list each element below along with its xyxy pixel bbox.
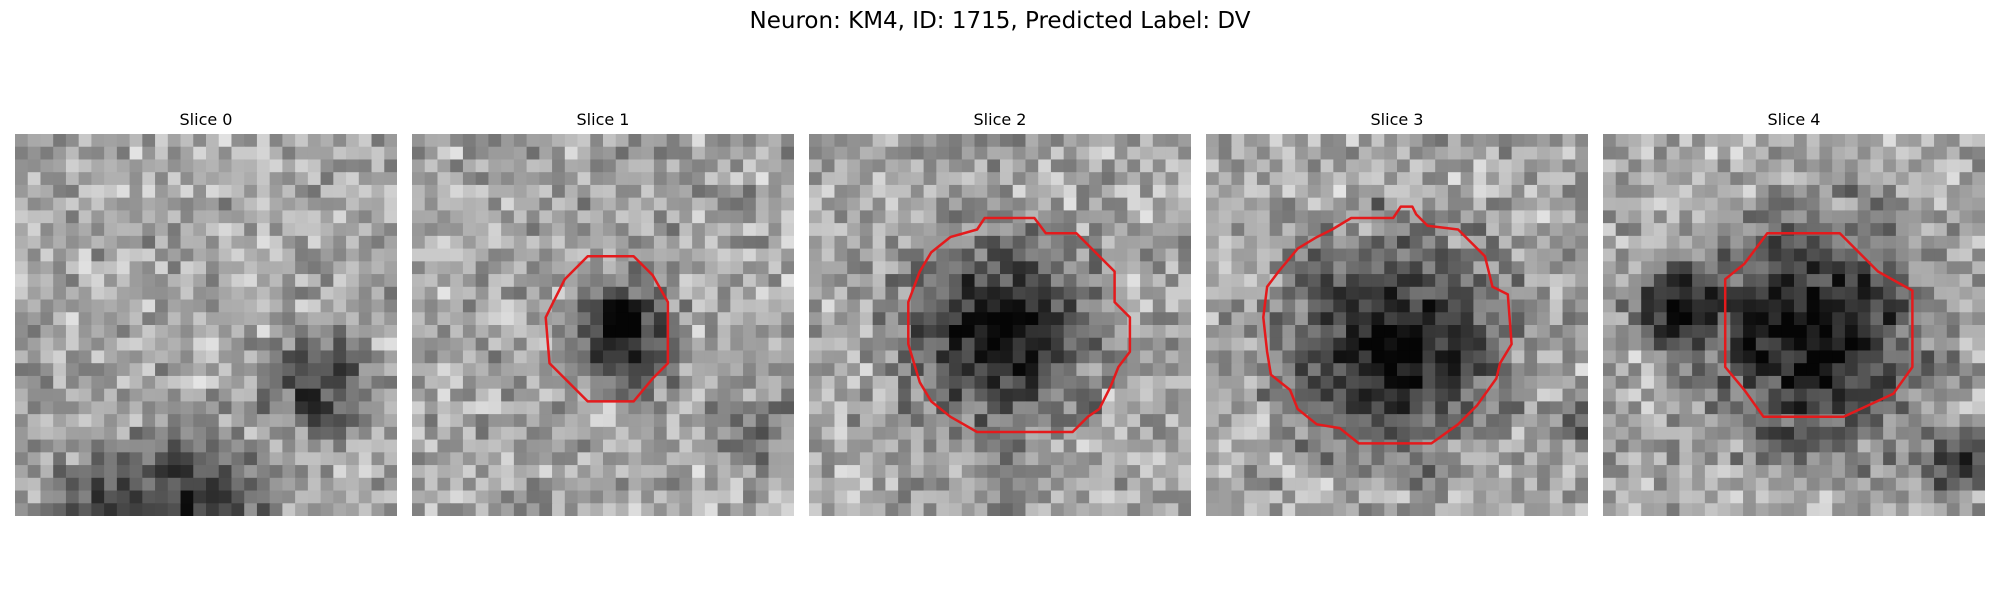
- panel-title: Slice 0: [179, 110, 233, 129]
- panel-slice-1: Slice 1: [412, 110, 794, 516]
- roi-contour: [907, 216, 1132, 434]
- figure-title: Neuron: KM4, ID: 1715, Predicted Label: …: [749, 8, 1251, 34]
- panel-title: Slice 1: [576, 110, 630, 129]
- slice-image: [15, 134, 397, 516]
- panel-title: Slice 2: [973, 110, 1027, 129]
- panel-title: Slice 4: [1767, 110, 1821, 129]
- pixel-grid: [412, 134, 794, 516]
- slice-image: [809, 134, 1191, 516]
- roi-contour: [1723, 232, 1914, 418]
- panel-slice-4: Slice 4: [1603, 110, 1985, 516]
- roi-contour: [1262, 205, 1513, 445]
- slice-image: [412, 134, 794, 516]
- panel-slice-3: Slice 3: [1206, 110, 1588, 516]
- pixel-grid: [809, 134, 1191, 516]
- slice-image: [1206, 134, 1588, 516]
- panel-slice-0: Slice 0: [15, 110, 397, 516]
- panel-slice-2: Slice 2: [809, 110, 1191, 516]
- roi-contour: [544, 254, 670, 403]
- pixel-grid: [15, 134, 397, 516]
- slice-image: [1603, 134, 1985, 516]
- pixel-grid: [1603, 134, 1985, 516]
- panel-title: Slice 3: [1370, 110, 1424, 129]
